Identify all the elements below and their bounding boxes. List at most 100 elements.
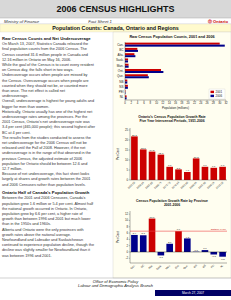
bars: [131, 136, 226, 180]
text-line: 3.4 per cent (465,000 people); this seco…: [2, 125, 96, 129]
tick-label: 12: [125, 212, 129, 216]
text-line: bigger for men than women.: [2, 105, 49, 109]
data-label: 6.1: [212, 165, 216, 168]
bar: [131, 136, 138, 180]
text-line: the national growth occurred in Ontario.…: [2, 207, 87, 211]
bar: [125, 48, 137, 50]
data-label: 4.3: [186, 236, 190, 239]
page-title: 2006 CENSUS HIGHLIGHTS: [56, 4, 174, 14]
data-label: 5.3: [141, 232, 145, 235]
text-line: growth rates above the national average.: [2, 233, 71, 237]
data-label: -1.5: [220, 258, 225, 261]
data-label: 2.6: [168, 241, 172, 244]
text-line: decline was slightly smaller for Newfoun…: [2, 248, 91, 252]
text-line: continued to experience population decli…: [2, 243, 94, 247]
bar: [125, 74, 148, 76]
bar: [149, 152, 156, 180]
zero-line: [130, 251, 227, 252]
legend-swatch: [211, 95, 215, 97]
category-label: NL: [120, 95, 124, 99]
tick-label: 0: [126, 178, 128, 182]
category-label: Man.: [117, 64, 124, 68]
category-label: BC: [119, 48, 124, 52]
category-label: 1976-81: [171, 180, 181, 190]
text-line: than once. The net effect is called net: [2, 89, 66, 93]
text-line: was between 1996 and 2001.: [2, 254, 52, 258]
bar: [202, 250, 209, 252]
data-label: 12.7: [158, 152, 163, 155]
text-line: 2001 Census, Ontario's net undercoverage…: [2, 120, 90, 124]
bar: [125, 97, 127, 99]
axis-line: [125, 100, 226, 101]
category-label: NL: [219, 263, 225, 269]
text-line: net undercoverage for the 2006 Census wi…: [2, 141, 87, 145]
data-label: 10.8: [194, 156, 199, 159]
category-label: 1996-01: [206, 180, 216, 190]
category-label: Ont.: [174, 263, 180, 269]
axis-line: [130, 128, 131, 180]
category-label: NS: [201, 263, 207, 269]
chart-title: Raw Census Population Counts, 2001 and 2…: [129, 35, 214, 39]
bar: [158, 252, 165, 255]
tick-label: 4: [137, 101, 139, 105]
category-label: 1951-56: [127, 180, 137, 190]
tick-label: 8: [149, 101, 151, 105]
category-label: Que.: [117, 74, 124, 78]
bar: [125, 58, 128, 60]
data-label: 15.3: [141, 147, 146, 150]
tick-label: 8: [126, 225, 128, 229]
text-line: 12.7 million.: [2, 167, 22, 171]
bar: [125, 82, 127, 84]
tick-label: 2: [126, 244, 128, 248]
text-line: Census counted 31.6 million people in Ca…: [2, 53, 88, 57]
text-line: undercoverage is in the range of that ob…: [2, 151, 91, 155]
bar: [125, 80, 127, 82]
tick-label: 30: [218, 101, 222, 105]
bar: [210, 168, 217, 180]
category-label: 1981-86: [179, 180, 189, 190]
category-label: 1986-91: [188, 180, 198, 190]
text-line: population grew 1.6 million or 5.4 per c…: [2, 202, 94, 206]
bar: [125, 64, 129, 66]
text-line: than in the 1950s and 1960s.: [2, 222, 51, 226]
tick-label: 10: [125, 218, 129, 222]
tick-label: 25: [125, 128, 129, 132]
category-label: NS: [119, 85, 123, 89]
category-label: NB: [119, 80, 123, 84]
data-label: 14.2: [150, 149, 155, 152]
chart-growth-2: Census Population Growth Rate by Provinc…: [116, 199, 228, 271]
axis-label: Population (millions): [162, 106, 189, 110]
chart-population-counts: Raw Census Population Counts, 2001 and 2…: [116, 35, 228, 110]
data-label: 21.8: [132, 134, 137, 137]
bar: [125, 45, 225, 47]
tick-label: 6: [143, 101, 145, 105]
bar: [202, 167, 209, 180]
text-line: Historically, Ontario usually has one of…: [2, 110, 93, 114]
category-label: Sask.: [155, 263, 163, 271]
tick-label: 4: [126, 237, 128, 241]
date: March 27, 2007: [182, 291, 204, 295]
bars: [130, 219, 227, 257]
text-line: counted when they should not be, or coun…: [2, 84, 88, 88]
tick-label: 5: [126, 168, 128, 172]
tick-label: 28: [212, 101, 216, 105]
chart-growth-1: Ontario's Census Population Growth RateF…: [116, 115, 228, 190]
bar: [210, 252, 217, 255]
tick-label: 15: [125, 148, 129, 152]
tick-label: 6: [126, 231, 128, 235]
text-heading: Raw Census Counts and Net Undercoverage: [2, 36, 91, 41]
tick-label: 32: [224, 101, 228, 105]
axis-line: [130, 180, 227, 181]
text-line: largely at shares and growth rates betwe…: [2, 177, 90, 181]
bar: [125, 66, 129, 68]
tick-label: 24: [199, 101, 203, 105]
tick-label: 2: [131, 101, 133, 105]
category-label: 1971-76: [162, 180, 172, 190]
tick-label: 10: [125, 158, 129, 162]
data-label: -1.1: [159, 256, 164, 259]
data-label: 6.6: [177, 228, 181, 231]
tick-label: 22: [193, 101, 197, 105]
axis-line: [125, 42, 126, 100]
bar: [149, 219, 156, 252]
text-line: Because of net undercoverage, this fact …: [2, 172, 89, 176]
